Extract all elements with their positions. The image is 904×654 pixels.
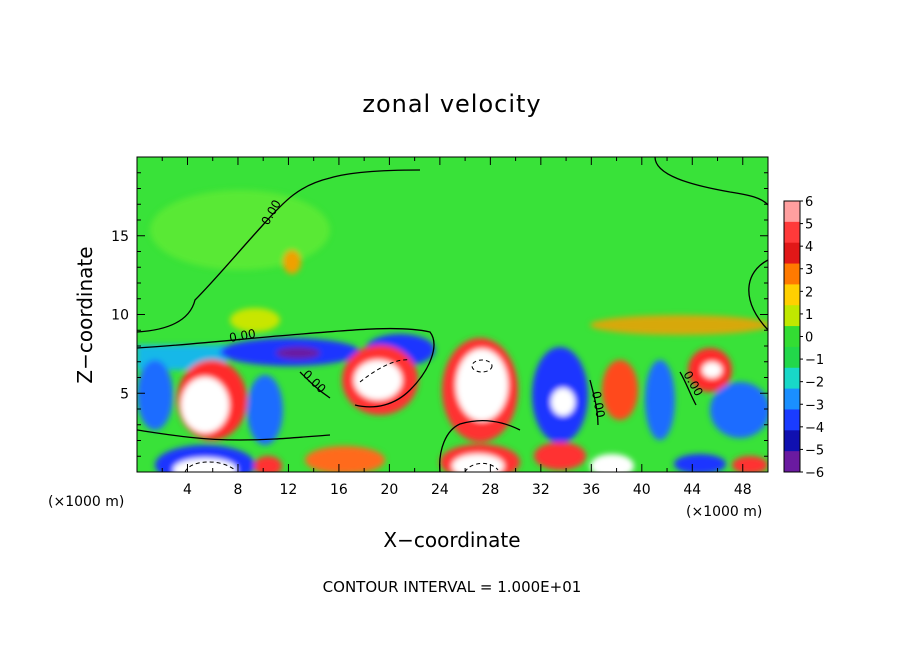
x-tick-label: 4 xyxy=(183,482,192,498)
colorbar-swatch xyxy=(784,409,800,431)
x-unit-label-left: (×1000 m) xyxy=(48,494,124,510)
x-tick-label: 12 xyxy=(280,482,298,498)
velocity-cell xyxy=(137,360,173,430)
contour-interval-note: CONTOUR INTERVAL = 1.000E+01 xyxy=(323,578,582,596)
velocity-cell xyxy=(254,456,282,472)
x-tick-label: 48 xyxy=(734,482,752,498)
velocity-cell xyxy=(150,190,330,270)
velocity-cell xyxy=(181,377,229,433)
plot-area: 0.00 0.00 0.00 0.00 0.00 xyxy=(137,157,768,472)
velocity-cell xyxy=(674,454,726,472)
contour-line xyxy=(299,371,331,399)
x-axis: 4 8 12 16 20 24 28 32 36 40 44 48 xyxy=(161,157,752,498)
colorbar-swatch xyxy=(784,367,800,390)
x-tick-label: 20 xyxy=(380,482,398,498)
zero-contours xyxy=(137,157,768,472)
velocity-cell xyxy=(283,250,301,274)
velocity-cell xyxy=(230,308,280,332)
velocity-cell xyxy=(702,362,722,378)
x-axis-label: X−coordinate xyxy=(383,528,520,552)
velocity-cell xyxy=(551,388,575,416)
colorbar-swatch xyxy=(784,305,800,327)
x-tick-label: 44 xyxy=(683,482,701,498)
chart-title: zonal velocity xyxy=(362,90,541,118)
velocity-cell xyxy=(452,454,504,472)
contour-line xyxy=(679,371,697,406)
y-tick-label: 10 xyxy=(111,308,129,324)
colorbar-label: −1 xyxy=(805,353,824,368)
colorbar-label: −3 xyxy=(805,398,824,413)
y-axis: 5 10 15 xyxy=(111,172,768,457)
y-tick-label: 5 xyxy=(120,386,129,402)
x-tick-label: 32 xyxy=(532,482,550,498)
velocity-cell xyxy=(354,360,402,400)
contour-line xyxy=(137,169,421,333)
colorbar-label: 6 xyxy=(805,195,813,210)
x-tick-label: 24 xyxy=(431,482,449,498)
contour-line xyxy=(439,419,521,472)
colorbar-label: 2 xyxy=(805,285,813,300)
contour-line xyxy=(654,157,768,206)
colorbar: 6 5 4 3 2 1 0 −1 −2 −3 −4 −5 −6 xyxy=(783,195,824,481)
colorbar-swatch xyxy=(784,221,800,244)
colorbar-swatch xyxy=(784,326,800,348)
velocity-cell xyxy=(602,360,638,420)
colorbar-label: 4 xyxy=(805,240,813,255)
colorbar-swatch xyxy=(784,388,800,410)
contour-label: 0.00 xyxy=(228,327,257,345)
velocity-cell xyxy=(590,454,634,472)
contour-line xyxy=(137,327,435,408)
velocity-cell xyxy=(710,382,768,438)
contour-line xyxy=(589,379,599,426)
velocity-cell xyxy=(276,347,320,359)
contour-line xyxy=(471,359,493,373)
x-tick-label: 40 xyxy=(633,482,651,498)
velocity-cell xyxy=(534,442,586,470)
velocity-cell xyxy=(590,315,768,335)
colorbar-swatch xyxy=(784,263,800,285)
colorbar-swatch xyxy=(784,201,800,223)
x-tick-label: 16 xyxy=(330,482,348,498)
y-tick-label: 15 xyxy=(111,229,129,245)
contour-line xyxy=(137,429,331,441)
colorbar-label: 5 xyxy=(805,218,813,233)
velocity-cell xyxy=(247,375,283,445)
velocity-cell xyxy=(456,349,508,421)
y-axis-label: Z−coordinate xyxy=(73,246,97,383)
colorbar-label: 1 xyxy=(805,308,813,323)
colorbar-swatch xyxy=(784,430,800,452)
velocity-cell xyxy=(173,458,237,472)
contour-line xyxy=(748,259,768,331)
contour-line xyxy=(359,359,411,383)
velocity-cell xyxy=(645,360,675,440)
velocity-cell xyxy=(732,456,768,472)
colorbar-label: −4 xyxy=(805,421,824,436)
colorbar-label: −5 xyxy=(805,443,824,458)
colorbar-swatch xyxy=(784,451,800,473)
colorbar-label: 3 xyxy=(805,263,813,278)
x-unit-label-right: (×1000 m) xyxy=(686,504,762,520)
x-tick-label: 28 xyxy=(481,482,499,498)
contour-label: 0.00 xyxy=(589,390,607,419)
colorbar-label: −6 xyxy=(805,466,824,481)
colorbar-swatch xyxy=(784,346,800,369)
colorbar-label: 0 xyxy=(805,331,813,346)
colorbar-label: −2 xyxy=(805,376,824,391)
colorbar-swatch xyxy=(784,284,800,306)
velocity-cell xyxy=(305,446,385,472)
x-tick-label: 8 xyxy=(233,482,242,498)
contour-line xyxy=(464,463,499,472)
x-tick-label: 36 xyxy=(582,482,600,498)
colorbar-swatch xyxy=(784,242,800,265)
